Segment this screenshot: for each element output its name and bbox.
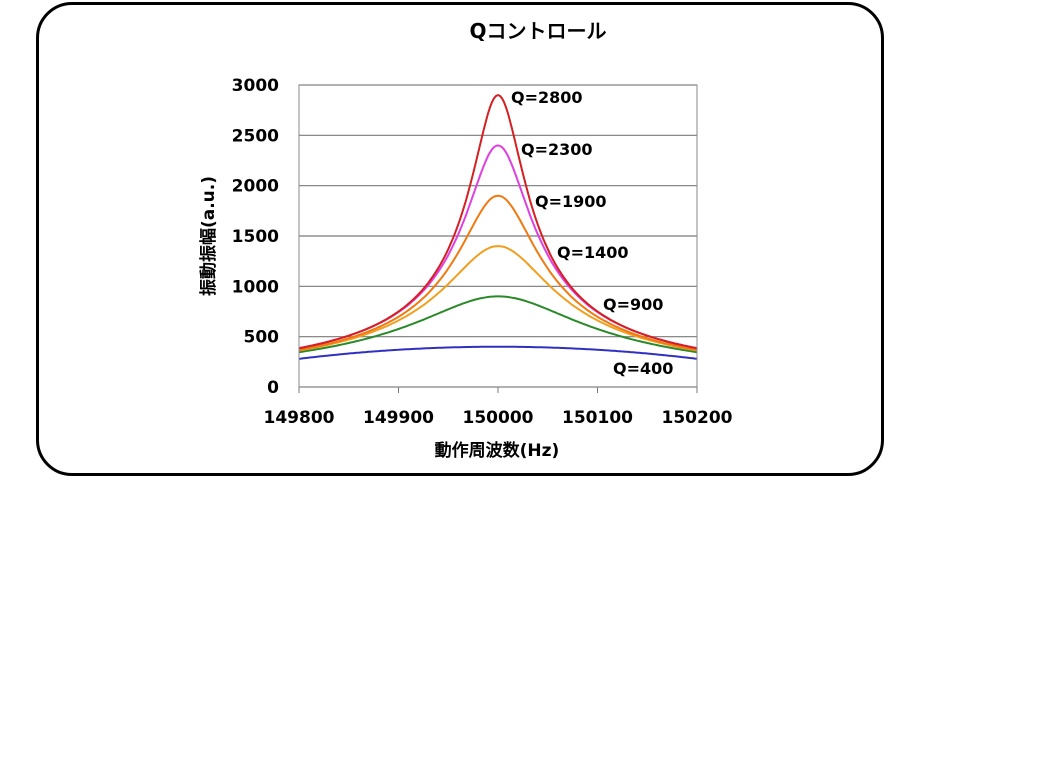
series-labels: Q=2800 Q=2300 Q=1900 Q=1400 Q=900 Q=400 bbox=[511, 88, 673, 378]
plot-area bbox=[298, 84, 698, 388]
series-label: Q=1400 bbox=[557, 243, 629, 262]
series-line bbox=[298, 295, 698, 354]
x-tick-label: 149800 bbox=[264, 408, 335, 428]
y-axis-label: 振動振幅(a.u.) bbox=[198, 176, 219, 296]
y-tick-label: 1000 bbox=[232, 277, 279, 297]
y-tick-label: 0 bbox=[267, 378, 279, 398]
x-tick-label: 150100 bbox=[562, 408, 633, 428]
x-axis-label: 動作周波数(Hz) bbox=[435, 440, 560, 461]
series-line bbox=[298, 194, 698, 351]
x-tick-label: 150000 bbox=[463, 408, 534, 428]
x-axis-ticks: 149800 149900 150000 150100 150200 bbox=[264, 387, 733, 428]
series-lines bbox=[298, 94, 698, 360]
y-tick-label: 500 bbox=[244, 328, 280, 348]
x-tick-label: 150200 bbox=[662, 408, 733, 428]
y-tick-label: 3000 bbox=[232, 76, 279, 96]
series-line bbox=[298, 245, 698, 352]
x-tick-label: 149900 bbox=[363, 408, 434, 428]
y-axis-ticks: 0 500 1000 1500 2000 2500 3000 bbox=[232, 76, 279, 398]
series-label: Q=400 bbox=[613, 359, 673, 378]
chart-frame bbox=[36, 2, 884, 476]
y-tick-label: 1500 bbox=[232, 227, 279, 247]
y-tick-label: 2000 bbox=[232, 177, 279, 197]
series-label: Q=900 bbox=[603, 295, 663, 314]
series-label: Q=1900 bbox=[535, 192, 607, 211]
series-line bbox=[298, 345, 698, 360]
y-tick-label: 2500 bbox=[232, 126, 279, 146]
series-label: Q=2300 bbox=[521, 140, 593, 159]
series-line bbox=[298, 94, 698, 350]
series-label: Q=2800 bbox=[511, 88, 583, 107]
chart-title: Qコントロール bbox=[469, 19, 606, 43]
